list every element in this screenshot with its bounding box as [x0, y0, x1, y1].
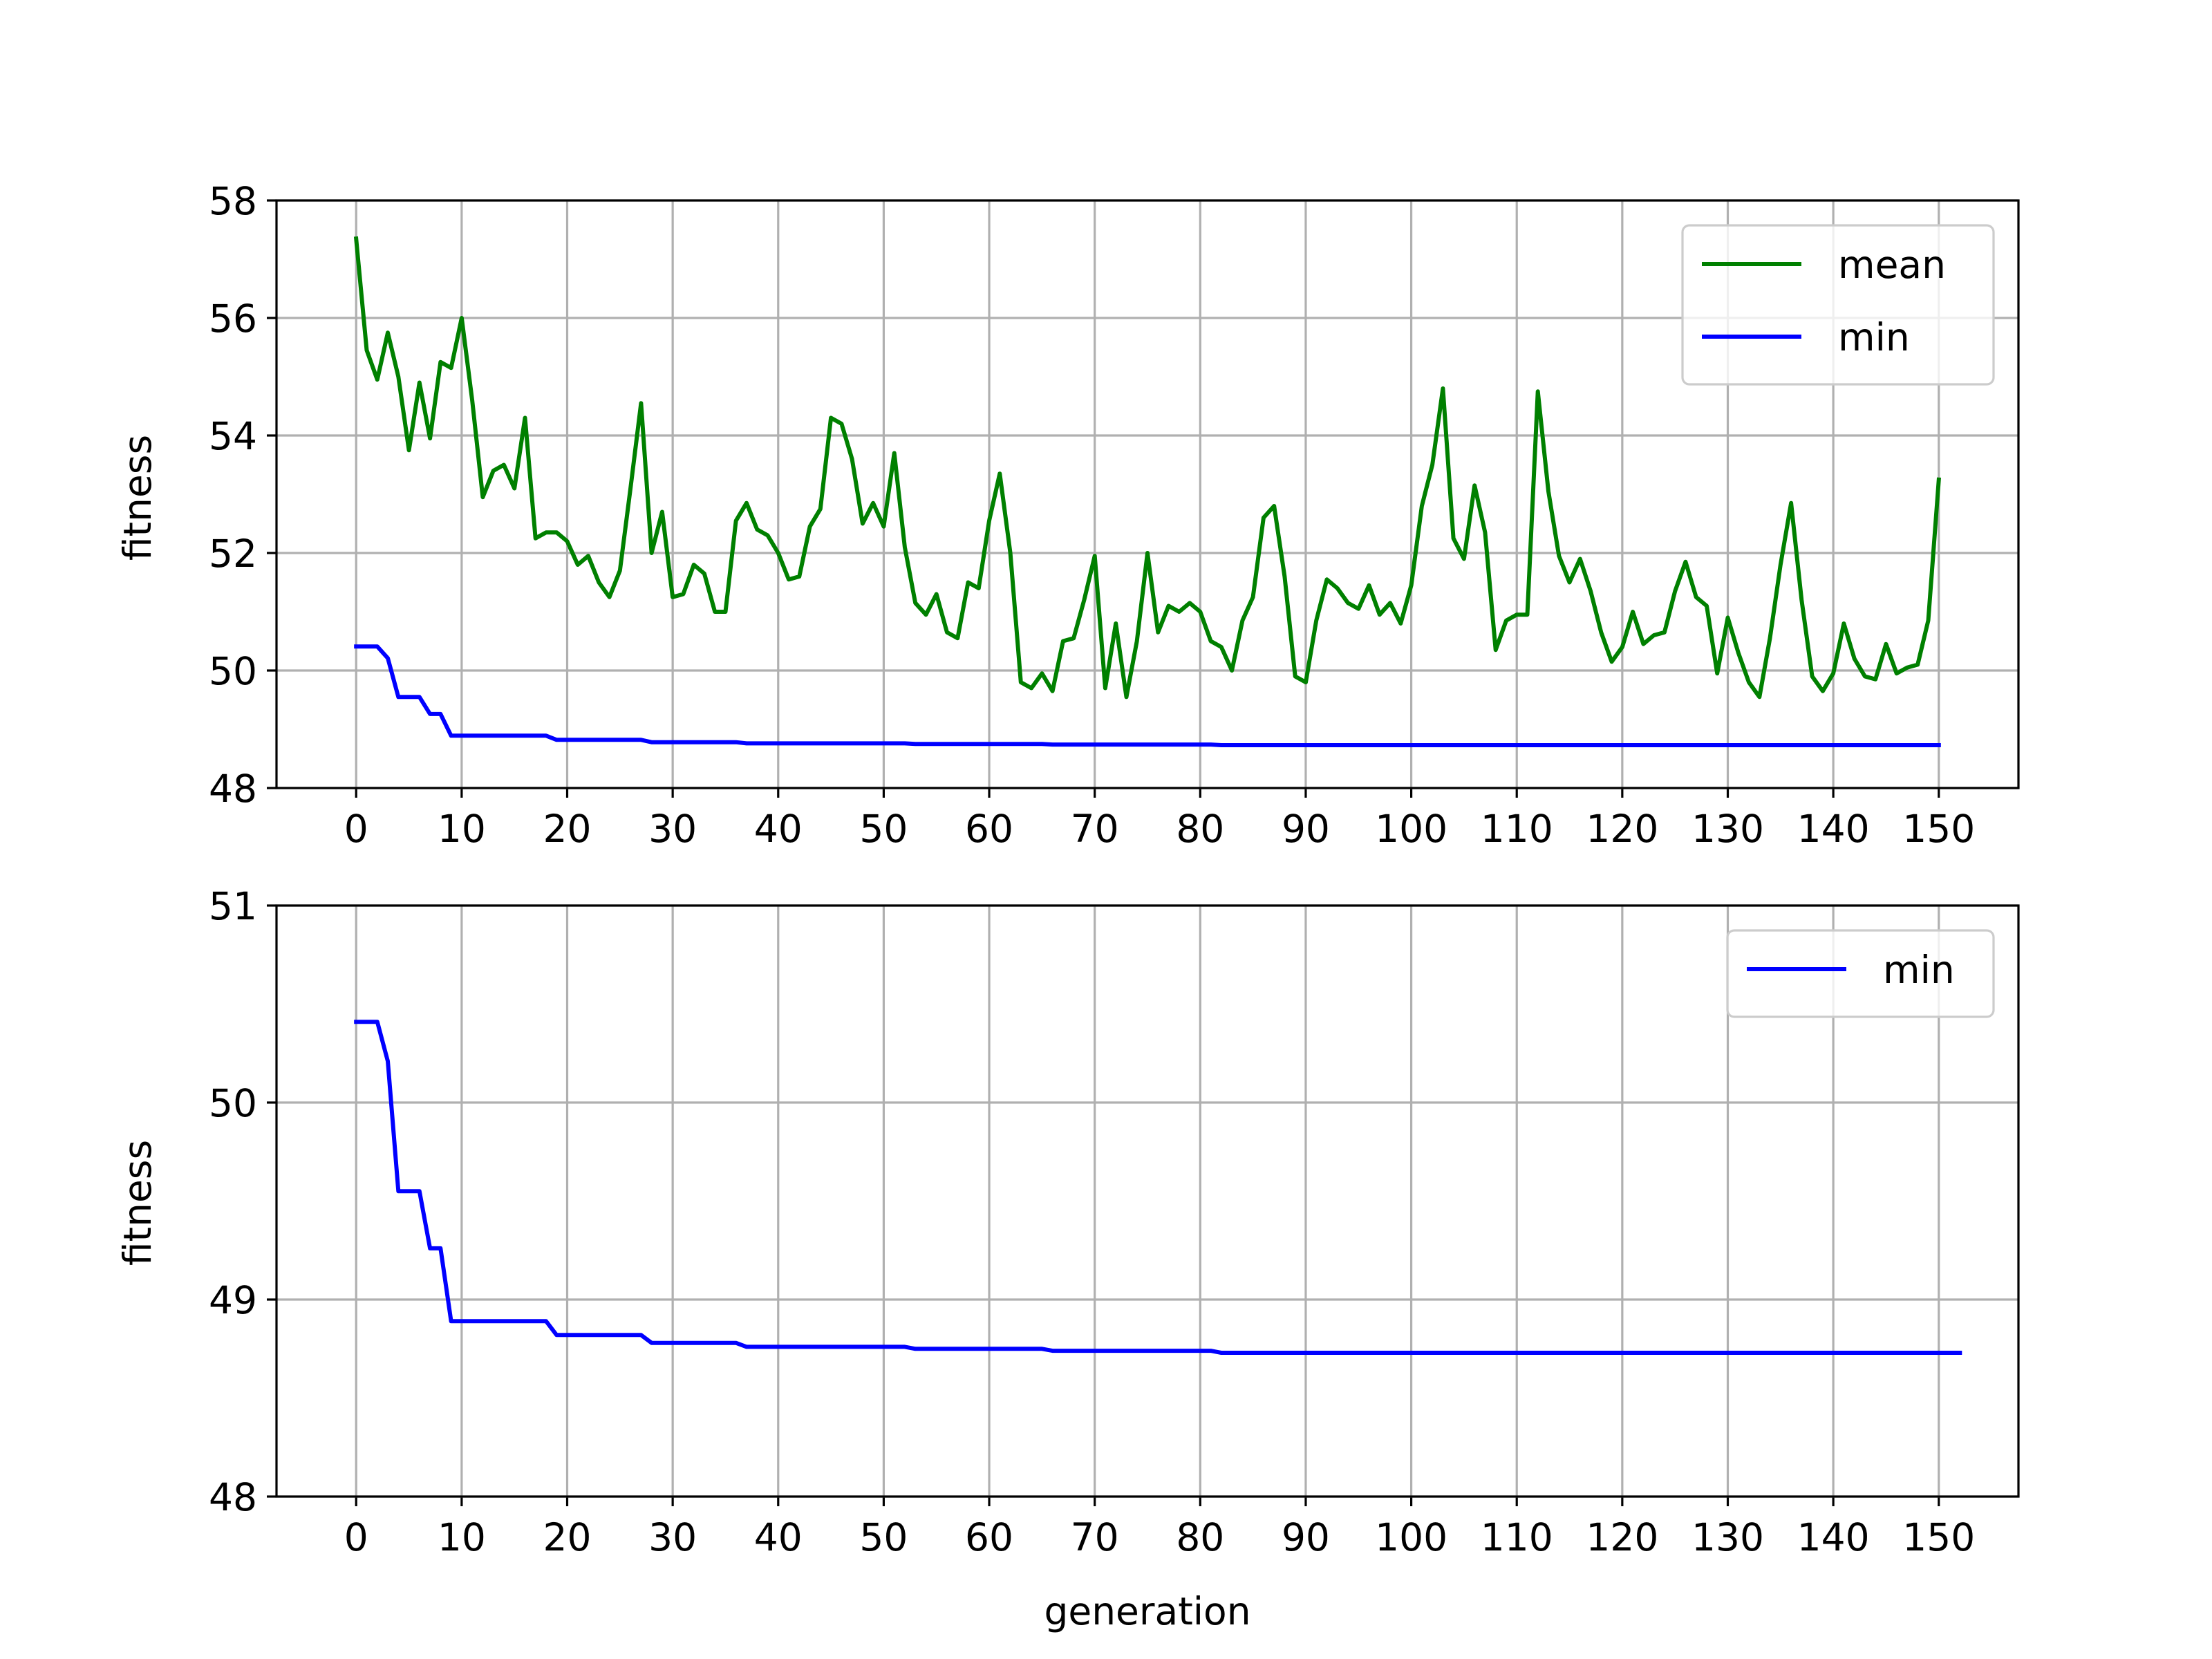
bottom-xtick-label: 80 [1176, 1515, 1224, 1559]
bottom-xtick-label: 90 [1282, 1515, 1330, 1559]
bottom-xtick-label: 30 [648, 1515, 697, 1559]
top-ytick-label: 50 [209, 649, 257, 693]
top-xtick-label: 40 [754, 807, 803, 851]
bottom-xtick-label: 110 [1481, 1515, 1553, 1559]
bottom-xtick-label: 60 [965, 1515, 1013, 1559]
bottom-ytick-label: 48 [209, 1475, 257, 1519]
bottom-xtick-label: 10 [438, 1515, 486, 1559]
top-xtick-label: 20 [543, 807, 592, 851]
top-xtick-label: 120 [1586, 807, 1658, 851]
bottom-xtick-label: 50 [859, 1515, 908, 1559]
bottom-xtick-label: 20 [543, 1515, 592, 1559]
top-xtick-label: 100 [1375, 807, 1447, 851]
top-xtick-label: 130 [1691, 807, 1764, 851]
bottom-xtick-label: 120 [1586, 1515, 1658, 1559]
bottom-xtick-label: 140 [1797, 1515, 1870, 1559]
top-xtick-label: 50 [859, 807, 908, 851]
bottom-xtick-label: 70 [1071, 1515, 1119, 1559]
top-xtick-label: 30 [648, 807, 697, 851]
bottom-xtick-label: 100 [1375, 1515, 1447, 1559]
bottom-legend-label-min: min [1883, 948, 1955, 992]
bottom-xtick-label: 40 [754, 1515, 803, 1559]
top-ylabel: fitness [115, 435, 160, 561]
top-legend-label-mean: mean [1838, 243, 1946, 287]
top-xtick-label: 80 [1176, 807, 1224, 851]
bottom-ytick-label: 51 [209, 884, 257, 928]
bottom-series-line-min [354, 1020, 1962, 1355]
top-axes-frame [275, 199, 2020, 789]
bottom-panel: fitness generation 0 10 20 30 40 50 60 70 80 90 10… [115, 884, 2020, 1633]
top-series-line-min [354, 644, 1941, 747]
top-xtick-label: 140 [1797, 807, 1870, 851]
top-legend-label-min: min [1838, 315, 1910, 359]
bottom-xlabel: generation [1044, 1589, 1250, 1633]
top-series-line-mean [353, 236, 1942, 700]
top-xtick-label: 70 [1071, 807, 1119, 851]
bottom-xtick-label: 150 [1902, 1515, 1975, 1559]
bottom-axes-frame [275, 904, 2020, 1498]
top-xtick-label: 0 [344, 807, 368, 851]
top-xtick-label: 60 [965, 807, 1013, 851]
top-ytick-label: 54 [209, 414, 257, 458]
top-panel: fitness 0 10 20 30 40 50 60 70 80 90 100 110 120 130 1… [115, 179, 2020, 851]
top-ytick-label: 48 [209, 767, 257, 811]
top-xtick-label: 110 [1481, 807, 1553, 851]
bottom-ylabel: fitness [115, 1140, 160, 1266]
bottom-ytick-label: 50 [209, 1081, 257, 1125]
top-xtick-label: 90 [1282, 807, 1330, 851]
top-ytick-label: 56 [209, 297, 257, 341]
top-xtick-label: 150 [1902, 807, 1975, 851]
top-ytick-label: 52 [209, 532, 257, 576]
top-xtick-label: 10 [438, 807, 486, 851]
bottom-xtick-label: 130 [1691, 1515, 1764, 1559]
bottom-legend-box [1726, 929, 1995, 1018]
bottom-xtick-label: 0 [344, 1515, 368, 1559]
bottom-ytick-label: 49 [209, 1278, 257, 1322]
top-ytick-label: 58 [209, 179, 257, 223]
